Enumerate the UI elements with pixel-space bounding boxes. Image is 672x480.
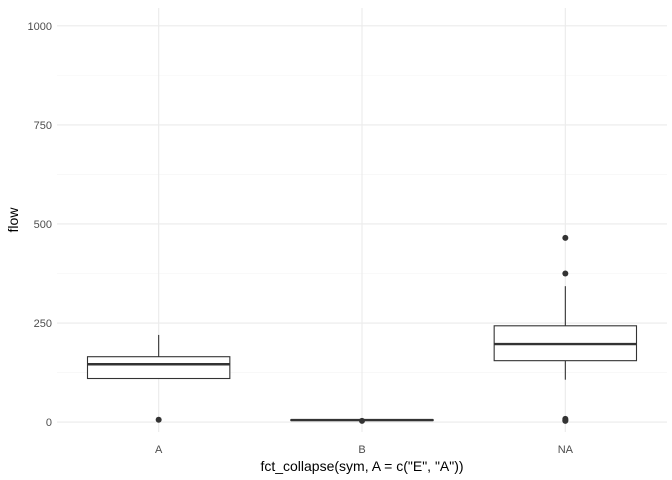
outlier-point — [359, 417, 365, 424]
x-axis-title: fct_collapse(sym, A = c("E", "A")) — [260, 458, 463, 474]
x-tick-label: A — [155, 444, 163, 456]
y-axis-title: flow — [5, 207, 21, 233]
y-tick-label: 750 — [34, 120, 52, 132]
x-tick-label: B — [358, 444, 365, 456]
y-tick-label: 1000 — [28, 21, 52, 33]
box-a — [86, 334, 231, 423]
y-tick-label: 0 — [46, 417, 52, 429]
outlier-point — [155, 416, 162, 423]
tick-label-layer: 0 250 500 750 1000 A B NA — [28, 21, 574, 456]
outlier-point — [562, 234, 569, 241]
box-layer — [86, 234, 638, 424]
outlier-point — [562, 417, 569, 424]
outlier-point — [562, 270, 569, 277]
box-body — [86, 356, 231, 380]
y-tick-label: 250 — [34, 318, 52, 330]
y-tick-label: 500 — [34, 219, 52, 231]
box-b — [290, 417, 434, 424]
x-tick-label: NA — [558, 444, 574, 456]
box-na — [493, 234, 638, 424]
